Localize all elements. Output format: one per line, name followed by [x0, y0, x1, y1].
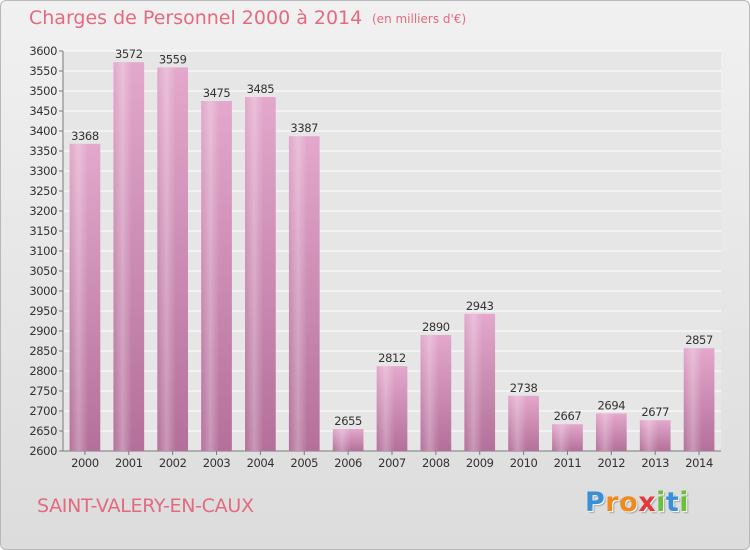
- logo-letter: i: [679, 487, 690, 518]
- x-tick-label: 2008: [422, 456, 450, 470]
- x-tick-label: 2012: [597, 456, 625, 470]
- logo-letter: t: [665, 487, 680, 518]
- bar-highlight: [683, 348, 715, 451]
- y-tick-label: 2750: [29, 384, 57, 398]
- bar-highlight: [595, 413, 627, 451]
- y-tick-label: 2800: [29, 364, 57, 378]
- data-label: 2738: [510, 381, 538, 395]
- x-tick-label: 2014: [685, 456, 713, 470]
- data-label: 3387: [290, 121, 318, 135]
- y-tick-label: 3100: [29, 244, 57, 258]
- chart-subtitle: (en milliers d'€): [372, 12, 467, 26]
- y-tick-label: 2600: [29, 444, 57, 458]
- y-tick-label: 3550: [29, 64, 57, 78]
- bar-highlight: [552, 424, 583, 451]
- bar-highlight: [332, 429, 364, 451]
- logo-letter: r: [605, 487, 620, 518]
- data-label: 3559: [159, 52, 187, 66]
- bar-highlight: [376, 366, 408, 451]
- data-label: 2812: [378, 351, 406, 365]
- logo-letter: o: [619, 487, 639, 518]
- commune-name: SAINT-VALERY-EN-CAUX: [37, 495, 254, 517]
- y-tick-label: 3600: [29, 44, 57, 58]
- bar-highlight: [201, 101, 232, 451]
- data-label: 2694: [597, 398, 625, 412]
- y-tick-label: 3000: [29, 284, 57, 298]
- proxiti-logo: Proxiti: [585, 487, 689, 518]
- x-tick-label: 2009: [466, 456, 494, 470]
- x-tick-label: 2010: [510, 456, 538, 470]
- chart-title: Charges de Personnel 2000 à 2014: [29, 7, 363, 29]
- logo-letter: P: [585, 487, 606, 518]
- data-label: 3475: [203, 86, 231, 100]
- bar-highlight: [508, 395, 539, 451]
- bars: [69, 62, 715, 452]
- x-tick-label: 2002: [159, 456, 187, 470]
- y-tick-label: 3450: [29, 104, 57, 118]
- x-tick-label: 2004: [247, 456, 275, 470]
- bar-highlight: [113, 62, 145, 451]
- y-tick-label: 3400: [29, 124, 57, 138]
- y-tick-label: 3300: [29, 164, 57, 178]
- data-label: 3572: [115, 47, 143, 61]
- y-tick-label: 3350: [29, 144, 57, 158]
- y-tick-label: 2700: [29, 404, 57, 418]
- x-axis: 2000 2001 2002 2003 2004 2005 2006 2007 2008 2009…: [71, 451, 713, 470]
- data-label: 2857: [685, 333, 713, 347]
- y-tick-label: 3200: [29, 204, 57, 218]
- data-label: 3368: [71, 129, 99, 143]
- y-tick-label: 3150: [29, 224, 57, 238]
- y-tick-label: 2900: [29, 324, 57, 338]
- data-label: 2667: [554, 409, 582, 423]
- bar-highlight: [69, 143, 101, 452]
- logo-letter: x: [638, 487, 657, 518]
- y-tick-label: 3050: [29, 264, 57, 278]
- data-label: 2943: [466, 299, 494, 313]
- y-tick-label: 2950: [29, 304, 57, 318]
- y-tick-label: 3500: [29, 84, 57, 98]
- bar-highlight: [420, 335, 452, 451]
- x-tick-label: 2000: [71, 456, 99, 470]
- data-label: 2677: [641, 405, 669, 419]
- x-tick-label: 2013: [641, 456, 669, 470]
- logo-letter: i: [656, 487, 666, 518]
- y-tick-label: 3250: [29, 184, 57, 198]
- bar-highlight: [288, 136, 320, 451]
- bar-highlight: [639, 420, 671, 451]
- bar-highlight: [157, 67, 189, 452]
- data-label: 2655: [334, 414, 362, 428]
- y-axis: 2600 2650 2700 2750 2800 2850 2900 2950 3000 3050…: [29, 44, 721, 458]
- data-labels: 3368 3572 3559 3475 3485 3387 2655 2812 2890 2943…: [71, 47, 713, 428]
- bar-highlight: [245, 97, 276, 451]
- x-tick-label: 2005: [290, 456, 318, 470]
- y-tick-label: 2650: [29, 424, 57, 438]
- y-tick-label: 2850: [29, 344, 57, 358]
- x-tick-label: 2011: [554, 456, 582, 470]
- data-label: 2890: [422, 320, 450, 334]
- data-label: 3485: [247, 82, 275, 96]
- x-tick-label: 2007: [378, 456, 406, 470]
- bar-highlight: [464, 313, 496, 451]
- x-tick-label: 2003: [203, 456, 231, 470]
- x-tick-label: 2006: [334, 456, 362, 470]
- x-tick-label: 2001: [115, 456, 143, 470]
